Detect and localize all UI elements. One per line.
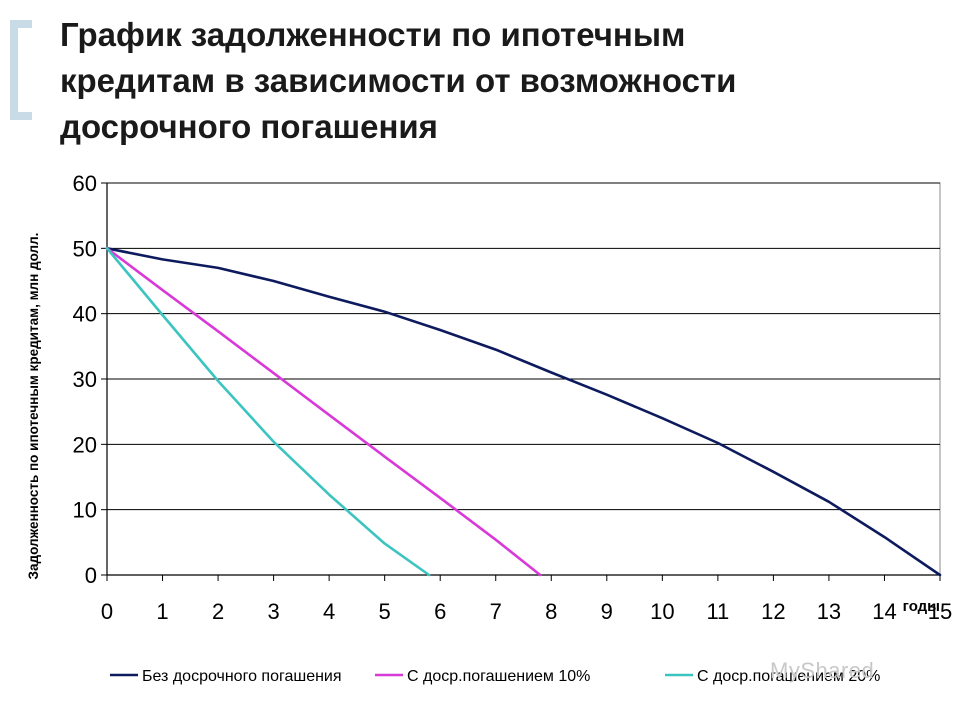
y-tick-label: 0 (85, 563, 97, 588)
y-tick-label: 10 (73, 498, 97, 523)
x-tick-label: 11 (706, 599, 729, 624)
x-tick-label: 4 (323, 599, 335, 624)
y-tick-label: 20 (73, 432, 97, 457)
x-tick-label: 3 (267, 599, 279, 624)
series-line-3 (105, 247, 431, 577)
y-tick-label: 60 (73, 171, 97, 196)
x-tick-label: 6 (434, 599, 446, 624)
legend-label-3: С доср.погашением 20% (697, 668, 880, 685)
x-tick-label: 10 (650, 599, 674, 624)
title-line-3: досрочного погашения (60, 108, 438, 145)
x-tick-label: 2 (212, 599, 224, 624)
legend-label-1: Без досрочного погашения (142, 668, 342, 685)
x-tick-label: 8 (545, 599, 557, 624)
x-tick-label: 15 (928, 599, 952, 624)
y-axis-label: Задолженность по ипотечным кредитам, млн… (26, 233, 41, 580)
x-tick-label: 0 (101, 599, 113, 624)
x-tick-label: 5 (379, 599, 391, 624)
title-line-1: График задолженности по ипотечным (60, 16, 686, 53)
x-tick-label: 12 (761, 599, 785, 624)
y-tick-label: 40 (73, 302, 97, 327)
y-tick-label: 30 (73, 367, 97, 392)
series-line-1 (105, 247, 942, 577)
x-tick-label: 9 (601, 599, 613, 624)
y-tick-label: 50 (73, 236, 97, 261)
x-tick-label: 1 (156, 599, 168, 624)
x-tick-label: 14 (872, 599, 896, 624)
watermark: MyShared (770, 658, 875, 683)
legend-label-2: С доср.погашением 10% (407, 668, 590, 685)
x-tick-label: 7 (490, 599, 502, 624)
decorative-bracket (10, 20, 32, 120)
title-line-2: кредитам в зависимости от возможности (60, 62, 737, 99)
x-axis-label: годы (903, 598, 940, 615)
x-tick-label: 13 (817, 599, 841, 624)
page-title: График задолженности по ипотечным кредит… (60, 12, 920, 150)
series-line-2 (105, 247, 542, 577)
